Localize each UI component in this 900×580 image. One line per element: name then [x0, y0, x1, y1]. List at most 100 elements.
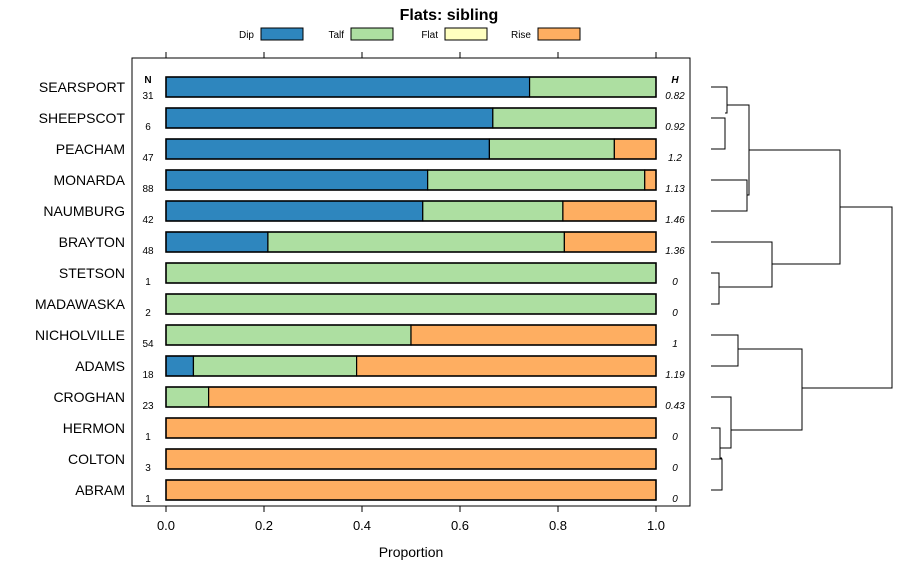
row-n-value: 6 [145, 122, 151, 133]
row-label: HERMON [63, 420, 125, 436]
row-n-value: 3 [145, 463, 151, 474]
legend-item-rise: Rise [511, 27, 581, 41]
legend-item-dip: Dip [239, 27, 304, 41]
row-n-value: 47 [142, 153, 154, 164]
bar-segment-dip [165, 169, 429, 191]
row-label: BRAYTON [59, 234, 125, 250]
row-label: SHEEPSCOT [39, 110, 126, 126]
bar-segment-rise [165, 479, 657, 501]
x-axis: 0.0 0.2 0.4 0.6 0.8 1.0 [157, 52, 665, 533]
bar-segment-talf [422, 200, 564, 222]
bar-segment-talf [267, 231, 565, 253]
row-n-value: 88 [142, 184, 154, 195]
dendrogram-branch [711, 427, 722, 459]
row-label: PEACHAM [56, 141, 125, 157]
row-h-value: 0 [672, 308, 678, 319]
bar-segment-talf [165, 324, 412, 346]
plot-panel [131, 57, 691, 507]
legend: Dip Talf Flat Rise [239, 27, 581, 41]
bar-segment-talf [427, 169, 646, 191]
row-n-value: 48 [142, 246, 154, 257]
row-label: SEARSPORT [39, 79, 126, 95]
legend-label: Dip [239, 30, 254, 41]
row-label: MADAWASKA [35, 296, 126, 312]
legend-swatch [537, 27, 581, 41]
bar-segment-dip [165, 231, 269, 253]
legend-swatch [350, 27, 394, 41]
row-label: CROGHAN [53, 389, 125, 405]
bar-outline [165, 107, 657, 129]
row-h-value: 1 [672, 339, 678, 350]
row-label: ABRAM [75, 482, 125, 498]
chart-title: Flats: sibling [400, 7, 499, 24]
bar-segment-dip [165, 76, 531, 98]
row-h-value: 1.13 [665, 184, 685, 195]
bar-segment-talf [192, 355, 358, 377]
bar-segment-rise [562, 200, 657, 222]
row-adams: ADAMS 18 1.19 [75, 355, 685, 381]
bar-segment-talf [492, 107, 657, 129]
x-tick-label: 0.6 [451, 518, 469, 533]
bar-outline [165, 169, 657, 191]
bar-segment-dip [165, 355, 195, 377]
row-colton: COLTON 3 0 [68, 448, 678, 474]
dendrogram [711, 86, 893, 491]
x-tick-label: 0.8 [549, 518, 567, 533]
row-h-value: 0.43 [665, 401, 685, 412]
row-stetson: STETSON 1 0 [59, 262, 678, 288]
bar-segment-rise [613, 138, 657, 160]
bar-segment-talf [488, 138, 615, 160]
x-axis-label: Proportion [379, 544, 444, 560]
dendrogram-branch [711, 86, 728, 114]
row-h-value: 0 [672, 494, 678, 505]
bar-segment-dip [165, 138, 490, 160]
bar-segment-dip [165, 107, 494, 129]
row-label: STETSON [59, 265, 125, 281]
bar-segment-dip [165, 200, 424, 222]
row-label: NICHOLVILLE [35, 327, 125, 343]
legend-item-talf: Talf [328, 27, 394, 41]
bar-segment-rise [356, 355, 657, 377]
bar-segment-rise [165, 448, 657, 470]
bar-segment-talf [528, 76, 657, 98]
bar-outline [165, 293, 657, 315]
row-n-value: 1 [145, 494, 151, 505]
row-abram: ABRAM 1 0 [75, 479, 678, 505]
row-peacham: PEACHAM 47 1.2 [56, 138, 682, 164]
bar-segment-rise [165, 417, 657, 439]
bar-outline [165, 138, 657, 160]
bar-outline [165, 231, 657, 253]
row-n-value: 2 [145, 308, 151, 319]
bar-outline [165, 76, 657, 98]
row-searsport: SEARSPORT 31 0.82 [39, 76, 685, 102]
row-n-value: 42 [142, 215, 154, 226]
row-label: NAUMBURG [43, 203, 125, 219]
bar-outline [165, 479, 657, 501]
row-h-value: 1.36 [665, 246, 685, 257]
row-label: COLTON [68, 451, 125, 467]
dendrogram-branch [711, 117, 726, 150]
bar-segment-talf [165, 293, 657, 315]
bar-outline [165, 386, 657, 408]
dendrogram-branch [711, 241, 773, 288]
x-tick-label: 0.0 [157, 518, 175, 533]
x-tick-label: 0.4 [353, 518, 371, 533]
x-tick-label: 0.2 [255, 518, 273, 533]
bar-segment-rise [644, 169, 657, 191]
row-n-value: 1 [145, 432, 151, 443]
row-h-value: 1.2 [668, 153, 682, 164]
row-label: ADAMS [75, 358, 125, 374]
row-croghan: CROGHAN 23 0.43 [53, 386, 685, 412]
row-n-value: 23 [142, 401, 154, 412]
bar-outline [165, 262, 657, 284]
row-monarda: MONARDA 88 1.13 [53, 169, 685, 195]
row-sheepscot: SHEEPSCOT 6 0.92 [39, 107, 685, 133]
x-tick-label: 1.0 [647, 518, 665, 533]
row-nicholville: NICHOLVILLE 54 1 [35, 324, 678, 350]
bar-outline [165, 417, 657, 439]
dendrogram-branch [711, 458, 723, 491]
bar-segment-rise [410, 324, 657, 346]
bar-outline [165, 355, 657, 377]
dendrogram-branch [731, 348, 803, 431]
